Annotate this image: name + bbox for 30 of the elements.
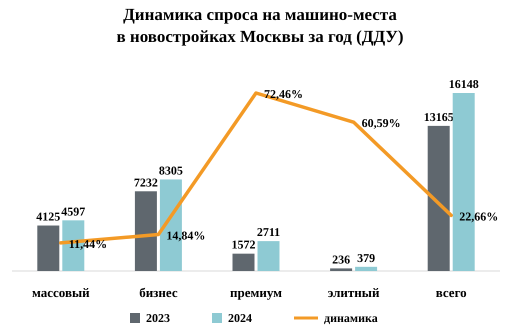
- bar: [134, 191, 157, 271]
- x-tick-label: премиум: [230, 285, 282, 300]
- bar: [37, 226, 60, 271]
- data-label: 2711: [256, 225, 280, 240]
- data-label: 4597: [61, 204, 86, 218]
- bar: [258, 241, 280, 271]
- data-label: 72,46%: [264, 87, 303, 101]
- legend-label: 2023: [146, 311, 170, 325]
- bar: [428, 126, 450, 271]
- data-label: 60,59%: [362, 116, 401, 130]
- bar: [355, 266, 378, 271]
- x-tick-label: элитный: [328, 285, 380, 300]
- bar: [330, 268, 352, 271]
- bar: [232, 254, 254, 271]
- legend-label: динамика: [324, 311, 378, 325]
- data-label: 13165: [424, 110, 454, 124]
- data-label: 14,84%: [166, 228, 206, 243]
- chart-title: Динамика спроса на машино-места в новостройках Москвы за год (ДДУ): [116, 5, 404, 46]
- x-tick-label: массовый: [32, 285, 90, 300]
- data-label: 236: [332, 252, 350, 266]
- data-label: 7232: [134, 175, 158, 190]
- legend-label: 2024: [228, 311, 252, 325]
- x-tick-label: всего: [436, 285, 467, 300]
- data-label: 379: [357, 250, 376, 265]
- data-label: 22,66%: [459, 209, 498, 224]
- data-label: 1572: [232, 238, 256, 252]
- x-tick-label: бизнес: [139, 285, 178, 300]
- data-label: 16148: [448, 77, 479, 91]
- data-label: 8305: [158, 163, 183, 178]
- data-label: 4125: [36, 210, 60, 224]
